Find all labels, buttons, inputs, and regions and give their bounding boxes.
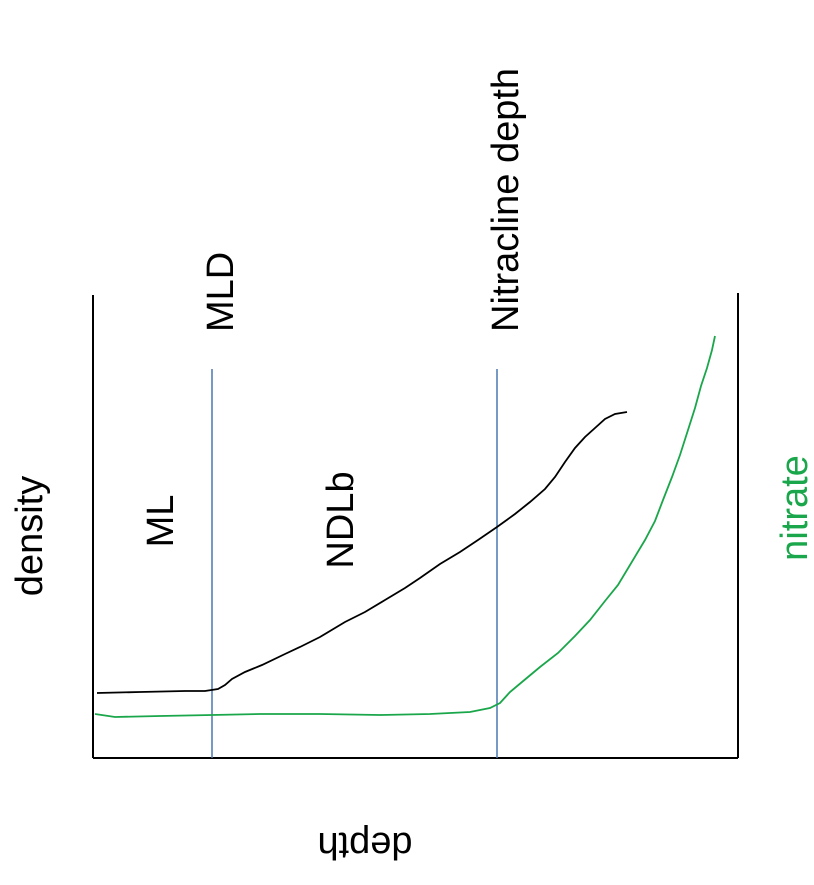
mld-label: MLD xyxy=(200,252,242,332)
ndlb-label: NDLb xyxy=(320,471,362,568)
nitrate-curve xyxy=(94,335,716,718)
depth-axis-label: depth xyxy=(317,824,412,866)
ml-label: ML xyxy=(140,495,182,548)
density-axis-label: density xyxy=(9,476,51,596)
nitracline-depth-label: Nitracline depth xyxy=(485,68,527,332)
nitrate-axis-label: nitrate xyxy=(774,455,814,561)
density-curve xyxy=(96,411,628,694)
